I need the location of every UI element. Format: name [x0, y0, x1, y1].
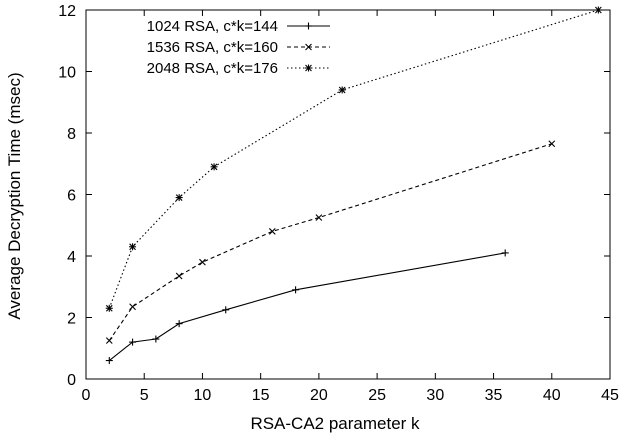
series-2-point	[315, 214, 323, 221]
axis-ticks: 0 5 10 15 20 25 30 35 40 45 0 2 4 6 8 10 12	[58, 3, 619, 404]
legend: 1024 RSA, c*k=144 1536 RSA, c*k=160 2048 R…	[147, 18, 330, 77]
series-3-point	[129, 243, 137, 251]
series-3-point	[594, 6, 602, 14]
series-3-point	[175, 194, 183, 202]
series-2-point	[199, 258, 206, 266]
series-group	[105, 6, 602, 365]
x-tick-label: 5	[140, 387, 149, 404]
x-axis-label: RSA-CA2 parameter k	[250, 414, 420, 433]
legend-label: 2048 RSA, c*k=176	[147, 60, 278, 77]
series-1-point	[105, 357, 113, 365]
y-tick-label: 4	[67, 249, 76, 266]
series-2-point	[175, 272, 183, 280]
legend-entry: 1536 RSA, c*k=160	[147, 39, 330, 56]
legend-label: 1536 RSA, c*k=160	[147, 39, 278, 56]
series-2	[105, 140, 556, 344]
series-1-point	[222, 306, 230, 314]
legend-entry: 1024 RSA, c*k=144	[147, 18, 330, 35]
series-3-point	[338, 86, 346, 94]
y-axis-label: Average Decryption Time (msec)	[5, 72, 24, 319]
legend-swatch-marker	[305, 64, 312, 72]
series-2-point	[129, 303, 136, 311]
series-1	[105, 249, 509, 365]
x-tick-label: 40	[543, 387, 561, 404]
y-tick-label: 8	[67, 126, 76, 143]
x-tick-label: 0	[82, 387, 91, 404]
x-tick-label: 20	[310, 387, 328, 404]
series-1-point	[292, 286, 300, 294]
x-tick-label: 15	[252, 387, 270, 404]
x-tick-label: 35	[485, 387, 503, 404]
series-3-line	[108, 9, 599, 309]
y-tick-label: 6	[67, 188, 76, 205]
legend-label: 1024 RSA, c*k=144	[147, 18, 278, 35]
legend-entry: 2048 RSA, c*k=176	[147, 60, 330, 77]
x-tick-label: 45	[601, 387, 619, 404]
x-tick-label: 30	[426, 387, 444, 404]
series-1-point	[129, 338, 137, 346]
series-1-point	[175, 320, 183, 328]
series-2-point	[105, 337, 113, 344]
y-tick-label: 0	[67, 372, 76, 389]
series-1-point	[152, 335, 160, 343]
series-2-point	[268, 228, 276, 235]
series-2-line	[108, 143, 552, 341]
y-tick-label: 12	[58, 3, 76, 20]
series-1-point	[501, 249, 509, 257]
x-tick-label: 25	[368, 387, 386, 404]
legend-swatch-marker	[305, 22, 312, 30]
y-tick-label: 10	[58, 65, 76, 82]
series-2-point	[548, 140, 556, 148]
x-tick-label: 10	[194, 387, 212, 404]
series-3	[105, 6, 602, 312]
series-1-line	[108, 252, 506, 361]
y-tick-label: 2	[67, 311, 76, 328]
legend-swatch-marker	[305, 43, 312, 51]
series-3-point	[105, 304, 113, 312]
series-3-point	[210, 163, 218, 171]
